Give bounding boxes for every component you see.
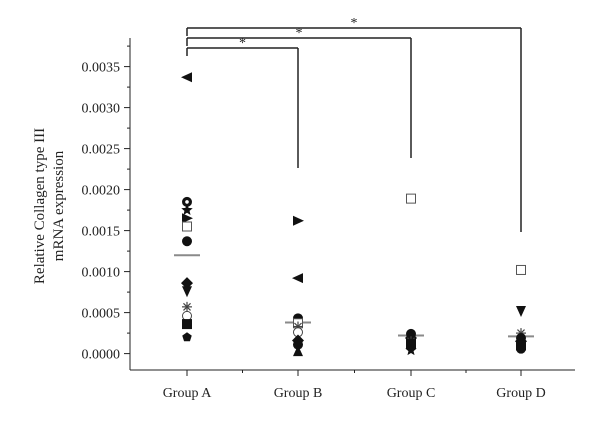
y-tick-label: 0.0000 bbox=[82, 348, 121, 363]
data-point bbox=[516, 343, 526, 354]
significance-brackets: * * * bbox=[186, 16, 522, 232]
y-tick-label: 0.0035 bbox=[82, 61, 121, 76]
data-point bbox=[405, 344, 417, 356]
data-point bbox=[516, 264, 526, 275]
data-point bbox=[292, 273, 303, 284]
significance-bracket: * bbox=[186, 16, 522, 232]
mean-lines bbox=[174, 254, 534, 338]
marker-part bbox=[185, 200, 189, 204]
data-point bbox=[182, 236, 192, 247]
x-tick-label: Group A bbox=[163, 386, 213, 401]
marker-part bbox=[183, 302, 191, 311]
axes bbox=[124, 38, 575, 376]
data-point bbox=[293, 339, 303, 350]
significance-bracket: * bbox=[186, 26, 412, 158]
data-points bbox=[181, 72, 527, 357]
data-point bbox=[182, 310, 192, 321]
y-tick-label: 0.0025 bbox=[82, 143, 121, 158]
x-tick-label: Group D bbox=[496, 386, 545, 401]
data-point bbox=[182, 301, 192, 312]
data-point bbox=[181, 72, 192, 83]
x-tick-label: Group B bbox=[274, 386, 323, 401]
significance-bracket: * bbox=[186, 36, 299, 168]
data-point bbox=[182, 332, 192, 342]
significance-label: * bbox=[239, 36, 246, 51]
significance-label: * bbox=[296, 26, 303, 41]
data-point bbox=[182, 221, 192, 232]
significance-label: * bbox=[351, 16, 358, 31]
y-tick-label: 0.0030 bbox=[82, 102, 121, 117]
data-point bbox=[293, 215, 304, 226]
data-point bbox=[516, 305, 526, 317]
data-point bbox=[406, 193, 416, 204]
y-tick-label: 0.0020 bbox=[82, 184, 121, 199]
data-point bbox=[182, 196, 192, 207]
data-point bbox=[182, 319, 192, 330]
y-axis-title-line: mRNA expression bbox=[51, 150, 67, 261]
y-tick-label: 0.0005 bbox=[82, 307, 121, 322]
data-point bbox=[181, 204, 193, 215]
axis-labels: 0.0000 0.0005 0.0010 0.0015 0.0020 0.0025 0.00… bbox=[32, 61, 546, 401]
data-point bbox=[181, 277, 193, 290]
y-tick-label: 0.0015 bbox=[82, 225, 121, 240]
data-point bbox=[182, 213, 193, 224]
y-tick-label: 0.0010 bbox=[82, 266, 121, 281]
y-axis-title: Relative Collagen type III mRNA expressio… bbox=[32, 128, 67, 284]
data-point bbox=[293, 345, 303, 357]
data-point bbox=[182, 286, 192, 298]
x-tick-label: Group C bbox=[387, 386, 436, 401]
y-axis-title-line: Relative Collagen type III bbox=[32, 128, 48, 284]
